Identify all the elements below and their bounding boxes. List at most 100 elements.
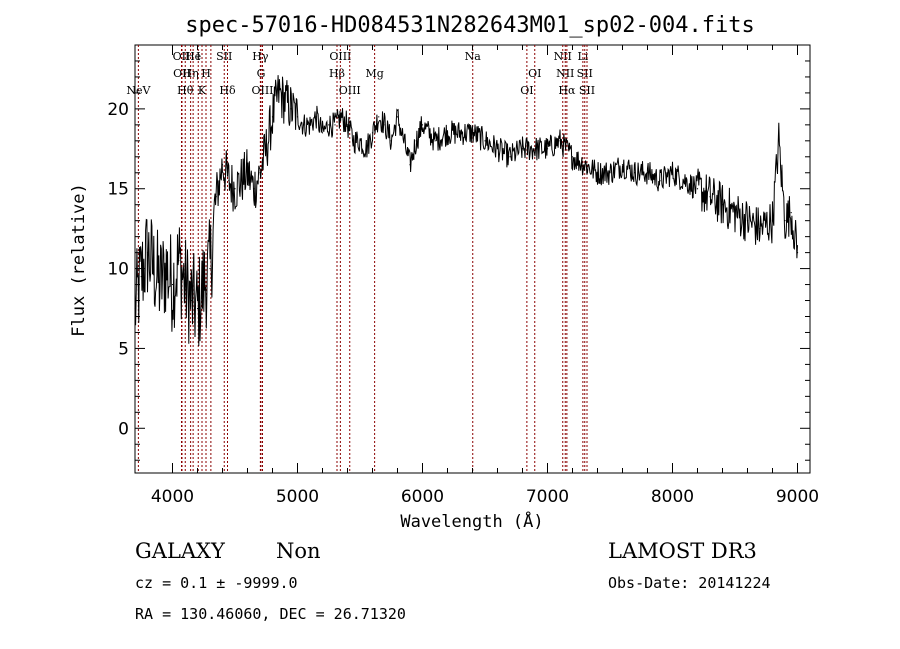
data-point-0 (134, 307, 136, 310)
data-point-77 (790, 212, 792, 214)
data-point-38 (371, 132, 374, 134)
line-label-17: OIII (339, 84, 361, 97)
y-tick-label-4: 20 (107, 100, 129, 120)
y-tick-label-2: 10 (107, 260, 129, 280)
y-tick-label-1: 5 (118, 339, 129, 359)
line-label-26: SII (577, 67, 593, 80)
data-point-65 (659, 180, 661, 182)
data-point-1 (140, 275, 142, 278)
data-point-68 (696, 188, 699, 190)
data-point-2 (146, 252, 149, 254)
data-point-16 (234, 188, 236, 190)
data-point-29 (315, 116, 317, 118)
data-point-63 (634, 172, 636, 174)
line-label-13: G (257, 67, 266, 80)
data-point-36 (359, 140, 361, 142)
line-label-15: Hβ (329, 67, 345, 80)
data-point-64 (646, 172, 649, 174)
data-point-73 (759, 228, 761, 230)
data-point-55 (534, 148, 536, 150)
data-point-34 (346, 124, 349, 126)
data-point-43 (403, 140, 405, 142)
line-label-16: OIII (329, 50, 351, 63)
data-point-10 (196, 307, 199, 310)
x-tick-label-3: 7000 (526, 487, 569, 507)
data-point-60 (596, 172, 599, 174)
y-axis-label: Flux (relative) (69, 183, 89, 337)
data-point-17 (240, 180, 242, 182)
data-point-59 (584, 164, 586, 166)
data-point-40 (384, 124, 386, 126)
data-point-19 (253, 188, 255, 190)
data-point-37 (365, 148, 367, 150)
data-point-44 (409, 164, 411, 166)
line-label-5: He (185, 50, 201, 63)
data-point-42 (396, 116, 399, 118)
line-label-19: Na (465, 50, 482, 63)
data-point-5 (165, 267, 167, 270)
y-tick-label-3: 15 (107, 180, 129, 200)
line-label-23: NII (556, 67, 574, 80)
data-point-75 (778, 140, 780, 142)
data-point-76 (784, 220, 786, 222)
line-markers: NeV OII OII Hθ Hη HeI KH SII Hδ Hγ G OIII Hβ OIII OIII… (126, 45, 595, 473)
data-point-52 (496, 148, 499, 150)
data-point-23 (278, 92, 280, 94)
data-point-53 (509, 156, 511, 158)
object-subclass: Non (276, 539, 321, 563)
line-label-24: Hα (558, 84, 576, 97)
data-point-26 (296, 116, 299, 118)
line-label-11: Hδ (219, 84, 236, 97)
data-point-6 (171, 283, 174, 286)
data-point-33 (340, 116, 342, 118)
data-point-46 (421, 124, 424, 126)
data-point-51 (484, 140, 486, 142)
data-point-32 (334, 124, 336, 126)
data-point-9 (190, 299, 192, 302)
line-label-18: Mg (365, 67, 383, 80)
x-axis-label: Wavelength (Å) (400, 510, 543, 532)
line-label-14: OIII (251, 84, 273, 97)
obs-date: Obs-Date: 20141224 (608, 574, 771, 592)
data-point-27 (303, 124, 305, 126)
spectrum-series (134, 75, 799, 347)
x-tick-label-1: 5000 (276, 487, 319, 507)
line-label-10: SII (216, 50, 232, 63)
x-tick-label-2: 6000 (401, 487, 444, 507)
line-label-3: Hθ (177, 84, 194, 97)
data-point-8 (184, 283, 186, 286)
data-point-12 (209, 267, 211, 270)
line-label-0: NeV (126, 84, 151, 97)
x-tick-label-4: 8000 (651, 487, 694, 507)
survey-label: LAMOST DR3 (608, 539, 757, 563)
data-point-30 (321, 132, 324, 134)
data-point-70 (721, 204, 724, 206)
data-point-54 (521, 148, 524, 150)
coordinates-text: RA = 130.46060, DEC = 26.71320 (135, 605, 406, 623)
data-point-48 (446, 132, 449, 134)
data-point-45 (415, 140, 417, 142)
chart-title: spec-57016-HD084531N282643M01_sp02-004.f… (185, 13, 755, 38)
data-point-18 (246, 172, 249, 174)
data-point-11 (203, 283, 205, 286)
data-point-22 (271, 116, 274, 118)
data-point-56 (546, 148, 549, 150)
data-point-31 (328, 124, 330, 126)
data-point-24 (284, 100, 286, 102)
data-point-71 (734, 212, 736, 214)
data-point-61 (609, 172, 611, 174)
data-point-14 (221, 164, 224, 166)
line-label-6: I (196, 50, 200, 63)
data-point-78 (796, 252, 799, 254)
data-point-41 (390, 140, 392, 142)
line-label-8: H (201, 67, 211, 80)
data-point-20 (259, 172, 261, 174)
data-point-7 (178, 259, 180, 262)
line-label-27: SII (579, 84, 595, 97)
data-point-74 (771, 220, 774, 222)
data-point-35 (353, 140, 355, 142)
data-point-3 (153, 267, 155, 270)
x-tick-label-5: 9000 (776, 487, 819, 507)
data-point-58 (571, 156, 574, 158)
